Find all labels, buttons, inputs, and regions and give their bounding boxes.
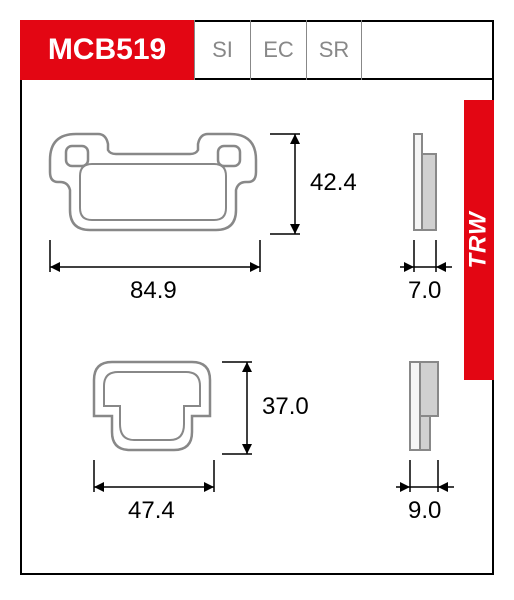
part-number: MCB519 [20,20,194,80]
dim-bottom-width-value: 47.4 [128,497,175,524]
brand-text: TRW [465,211,493,268]
dim-bottom-height-value: 37.0 [262,393,309,420]
pad-bottom-side [408,360,446,452]
dim-top-height-value: 42.4 [310,169,357,196]
brand-band: TRW [464,100,494,380]
variant-ec: EC [250,20,306,80]
dim-top-width-value: 84.9 [130,277,177,304]
dim-top-height: 42.4 [270,128,390,240]
dim-bottom-thick: 9.0 [396,460,492,530]
pad-top-front [48,132,258,232]
dim-top-thick-value: 7.0 [408,277,441,304]
header-bar: MCB519 SI EC SR [20,20,494,80]
dim-bottom-height: 37.0 [222,356,342,460]
pad-bottom-front [92,360,212,452]
dim-bottom-width: 47.4 [88,460,220,530]
dim-top-width: 84.9 [44,240,266,310]
variant-sr: SR [306,20,362,80]
dim-bottom-thick-value: 9.0 [408,497,441,524]
variant-si: SI [194,20,250,80]
pad-top-side [412,132,444,232]
